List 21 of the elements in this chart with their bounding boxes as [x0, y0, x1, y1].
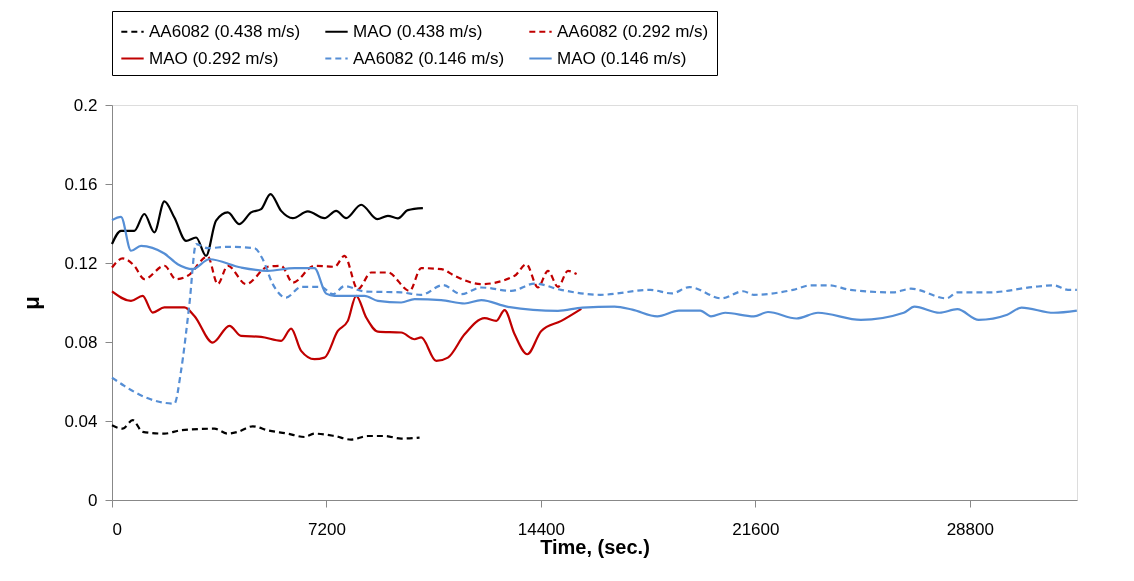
line-series — [110, 290, 583, 363]
legend-label: AA6082 (0.146 m/s) — [353, 48, 505, 68]
line-series — [110, 192, 424, 257]
x-tick-label: 7200 — [308, 519, 346, 539]
legend-label: MAO (0.292 m/s) — [149, 48, 279, 68]
x-tick-label: 21600 — [732, 519, 780, 539]
y-tick-label: 0 — [88, 490, 98, 510]
legend-label: MAO (0.438 m/s) — [353, 21, 483, 41]
x-tick-label: 28800 — [946, 519, 994, 539]
legend-label: MAO (0.146 m/s) — [557, 48, 687, 68]
legend-label: AA6082 (0.292 m/s) — [557, 21, 709, 41]
x-tick-label: 0 — [112, 519, 122, 539]
y-tick-label: 0.2 — [73, 95, 98, 115]
y-tick-label: 0.04 — [64, 411, 98, 431]
y-tick-label: 0.08 — [64, 332, 98, 352]
line-series — [110, 419, 421, 441]
y-axis-title: μ — [19, 296, 45, 310]
y-tick-label: 0.12 — [64, 253, 98, 273]
legend-label: AA6082 (0.438 m/s) — [149, 21, 301, 41]
y-tick-label: 0.16 — [64, 174, 98, 194]
line-series — [110, 254, 578, 292]
